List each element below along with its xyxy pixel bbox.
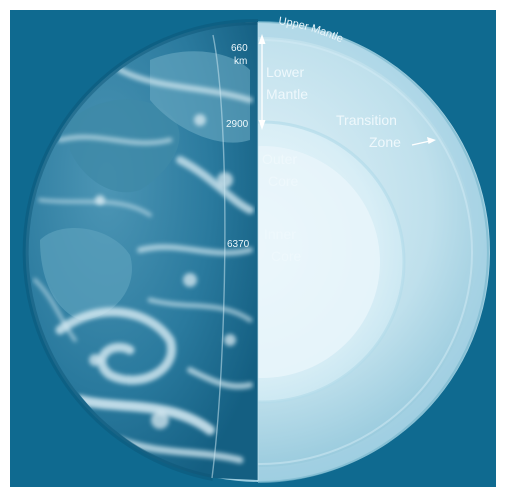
depth-2900-label: 2900 [226,119,249,130]
inner-core-label-line2: Core [271,248,302,264]
lower-mantle-label-line1: Lower [266,64,304,80]
lower-mantle-label-line2: Mantle [266,86,308,102]
outer-core-label-line2: Core [268,173,299,189]
transition-zone-arrow [411,137,436,146]
depth-arrow [258,34,266,130]
depth-km-label: km [234,56,247,67]
earth-surface [22,18,259,481]
depth-660-label: 660 [231,43,248,54]
transition-zone-label-line1: Transition [336,112,397,128]
transition-zone-label-line2: Zone [369,134,401,150]
outer-core-label-line1: Outer [262,151,297,167]
depth-6370-label: 6370 [227,239,250,250]
inner-core-label-line1: Inner [264,226,296,242]
